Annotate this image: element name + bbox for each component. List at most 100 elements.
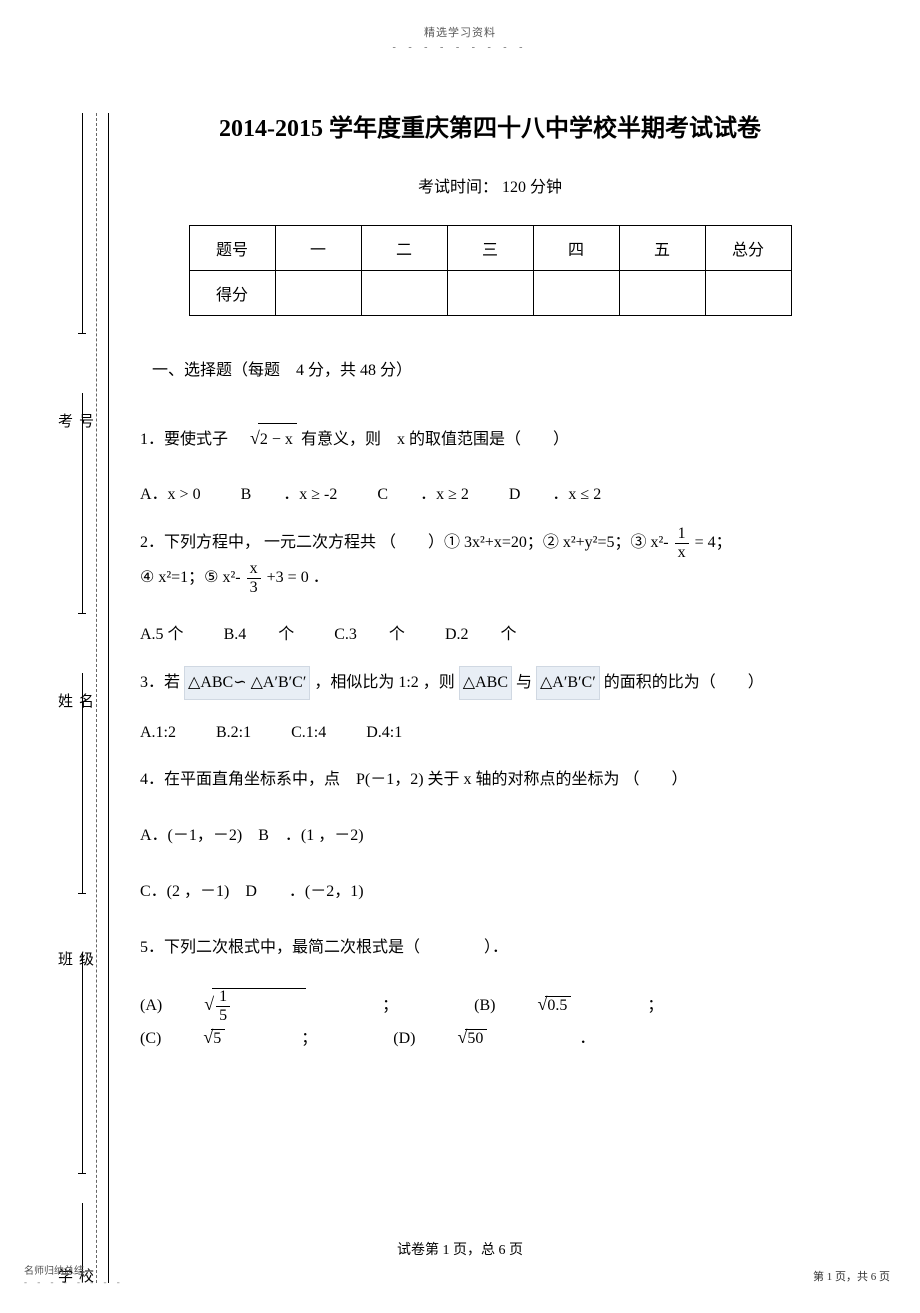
frac-den: 5 xyxy=(216,1006,230,1024)
q1-opt-d: D ．x ≤ 2 xyxy=(509,480,601,504)
frac-num: x xyxy=(247,561,261,578)
q3-mid1: ，相似比为 1:2 ，则 xyxy=(314,674,458,691)
exam-time-label: 考试时间： xyxy=(418,179,498,196)
q2-opt-c: C.3 个 xyxy=(334,620,405,644)
q1-stem-post: 有意义，则 x 的取值范围是（ ） xyxy=(301,431,569,448)
footer-left-dashes: - - - - - - - - xyxy=(24,1277,124,1287)
sqrt-icon: 1 5 xyxy=(202,988,342,1024)
q1-opt-c: C ．x ≥ 2 xyxy=(377,480,468,504)
q5-a-label: (A) xyxy=(140,997,162,1015)
q5-d-rad: 50 xyxy=(465,1029,487,1048)
q2-opt-d: D.2 个 xyxy=(445,620,517,644)
table-row: 题号 一 二 三 四 五 总分 xyxy=(189,226,791,271)
q3-opt-b: B.2:1 xyxy=(216,724,251,742)
q2-opt-b: B.4 个 xyxy=(224,620,295,644)
score-cell xyxy=(619,271,705,316)
binding-labels: 号考 名姓 级班 校学 xyxy=(54,113,84,1273)
q5-opt-a: (A) 1 5 ； xyxy=(140,988,434,1024)
footer-center: 试卷第 1 页，总 6 页 xyxy=(0,1239,920,1259)
score-table: 题号 一 二 三 四 五 总分 得分 xyxy=(189,225,792,316)
footer-left-text: 名师归纳总结 xyxy=(24,1266,84,1277)
q3-pre: 3．若 xyxy=(140,674,184,691)
fraction: 1 x xyxy=(675,526,689,561)
q5-options: (A) 1 5 ； (B) 0.5 ； (C) 5 ； xyxy=(140,988,840,1048)
sqrt-icon: 5 xyxy=(201,1027,261,1048)
q5-opt-b: (B) 0.5 ； xyxy=(474,991,699,1015)
q5-d-post: ． xyxy=(563,1024,595,1048)
q3-mid2: 与 xyxy=(516,674,536,691)
q1-opt-a: A．x > 0 xyxy=(140,480,201,504)
question-2: 2．下列方程中， 一元二次方程共 （ ）① 3x²+x=20；② x²+y²=5… xyxy=(140,526,840,596)
q3-post: 的面积的比为（ ） xyxy=(604,674,764,691)
score-header: 题号 xyxy=(189,226,275,271)
q1-options: A．x > 0 B ．x ≥ -2 C ．x ≥ 2 D ．x ≤ 2 xyxy=(140,480,840,504)
q2-line2-post: +3 = 0 ． xyxy=(267,569,329,586)
q5-a-post: ； xyxy=(382,991,398,1015)
score-row-label: 得分 xyxy=(189,271,275,316)
score-header: 五 xyxy=(619,226,705,271)
q5-b-label: (B) xyxy=(474,997,495,1015)
label-exam-no: 号考 xyxy=(54,413,96,432)
q3-opt-a: A.1:2 xyxy=(140,724,176,742)
q5-opt-c: (C) 5 ； xyxy=(140,1024,353,1048)
q5-opt-d: (D) 50 ． xyxy=(393,1024,631,1048)
q2-line2-pre: ④ x²=1；⑤ x²- xyxy=(140,569,245,586)
q5-b-post: ； xyxy=(647,991,663,1015)
page-body: 号考 名姓 级班 校学 2014-2015 学年度重庆第四十八中学校半期考试试卷… xyxy=(0,53,920,1313)
score-cell xyxy=(361,271,447,316)
section-1-title: 一、选择题（每题 4 分，共 48 分） xyxy=(152,356,840,380)
binding-line-dashed xyxy=(96,113,97,1283)
exam-time-value: 120 分钟 xyxy=(502,179,562,196)
score-cell xyxy=(447,271,533,316)
q2-tail1: = 4； xyxy=(695,534,732,551)
q3-options: A.1:2 B.2:1 C.1:4 D.4:1 xyxy=(140,724,840,742)
label-name: 名姓 xyxy=(54,693,96,712)
q1-stem-pre: 1．要使式子 xyxy=(140,431,244,448)
q5-d-label: (D) xyxy=(393,1030,415,1048)
frac-den: 3 xyxy=(247,578,261,596)
q1-opt-b: B ．x ≥ -2 xyxy=(241,480,338,504)
score-header: 一 xyxy=(275,226,361,271)
question-3: 3．若 △ABC∽ △A′B′C′ ，相似比为 1:2 ，则 △ABC 与 △A… xyxy=(140,666,840,700)
q2-opt-a: A.5 个 xyxy=(140,620,184,644)
q2-options: A.5 个 B.4 个 C.3 个 D.2 个 xyxy=(140,620,840,644)
fraction: x 3 xyxy=(247,561,261,596)
sqrt-icon: 50 xyxy=(455,1027,523,1048)
table-row: 得分 xyxy=(189,271,791,316)
q4-line2: C．(2 ，－1) D ．(－2，1) xyxy=(140,876,840,908)
question-5: 5．下列二次根式中，最简二次根式是（ ）． xyxy=(140,932,840,964)
binding-line-solid xyxy=(108,113,109,1283)
page-title: 2014-2015 学年度重庆第四十八中学校半期考试试卷 xyxy=(140,108,840,143)
q3-opt-c: C.1:4 xyxy=(291,724,326,742)
score-cell xyxy=(533,271,619,316)
question-1: 1．要使式子 2 − x 有意义，则 x 的取值范围是（ ） xyxy=(140,420,840,456)
q5-b-rad: 0.5 xyxy=(545,996,571,1015)
q3-box2: △ABC xyxy=(459,666,512,700)
q5-c-label: (C) xyxy=(140,1030,161,1048)
question-4: 4．在平面直角坐标系中，点 P(－1，2) 关于 x 轴的对称点的坐标为 （ ） xyxy=(140,764,840,796)
fraction: 1 5 xyxy=(216,989,266,1024)
q1-radicand: 2 − x xyxy=(258,423,297,456)
frac-num: 1 xyxy=(216,989,230,1006)
q4-line1: A．(－1，－2) B ．(1 ，－2) xyxy=(140,820,840,852)
score-header: 三 xyxy=(447,226,533,271)
score-header: 二 xyxy=(361,226,447,271)
sqrt-icon: 2 − x xyxy=(248,420,297,456)
top-dashes: - - - - - - - - - xyxy=(0,42,920,53)
score-cell xyxy=(705,271,791,316)
top-watermark: 精选学习资料 xyxy=(0,0,920,40)
q5-c-post: ； xyxy=(301,1024,317,1048)
main-content: 2014-2015 学年度重庆第四十八中学校半期考试试卷 考试时间： 120 分… xyxy=(140,53,840,1048)
frac-den: x xyxy=(675,543,689,561)
label-class: 级班 xyxy=(54,951,96,970)
score-header: 四 xyxy=(533,226,619,271)
frac-num: 1 xyxy=(675,526,689,543)
sqrt-icon: 0.5 xyxy=(535,994,607,1015)
footer-left: 名师归纳总结 - - - - - - - - xyxy=(24,1262,124,1288)
footer-right: 第 1 页，共 6 页 xyxy=(813,1268,890,1284)
q3-box3: △A′B′C′ xyxy=(536,666,600,700)
q3-box1: △ABC∽ △A′B′C′ xyxy=(184,666,310,700)
exam-time: 考试时间： 120 分钟 xyxy=(140,173,840,197)
score-header: 总分 xyxy=(705,226,791,271)
q2-stem: 2．下列方程中， 一元二次方程共 （ ）① 3x²+x=20；② x²+y²=5… xyxy=(140,534,673,551)
